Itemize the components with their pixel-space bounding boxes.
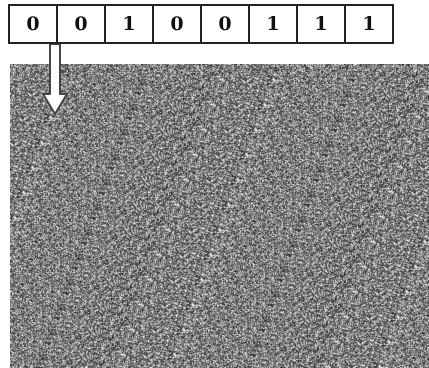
bit-cell: 1: [298, 6, 346, 42]
bit-cell: 1: [106, 6, 154, 42]
down-arrow-icon: [42, 44, 68, 115]
bit-cell: 0: [58, 6, 106, 42]
bit-cell: 1: [362, 13, 376, 35]
bit-cell: 0: [10, 6, 58, 42]
bit-cell: 1: [250, 6, 298, 42]
noise-texture: [10, 64, 429, 368]
bit-cell: 0: [202, 6, 250, 42]
noise-image: [10, 64, 429, 368]
bit-cell: 0: [154, 6, 202, 42]
